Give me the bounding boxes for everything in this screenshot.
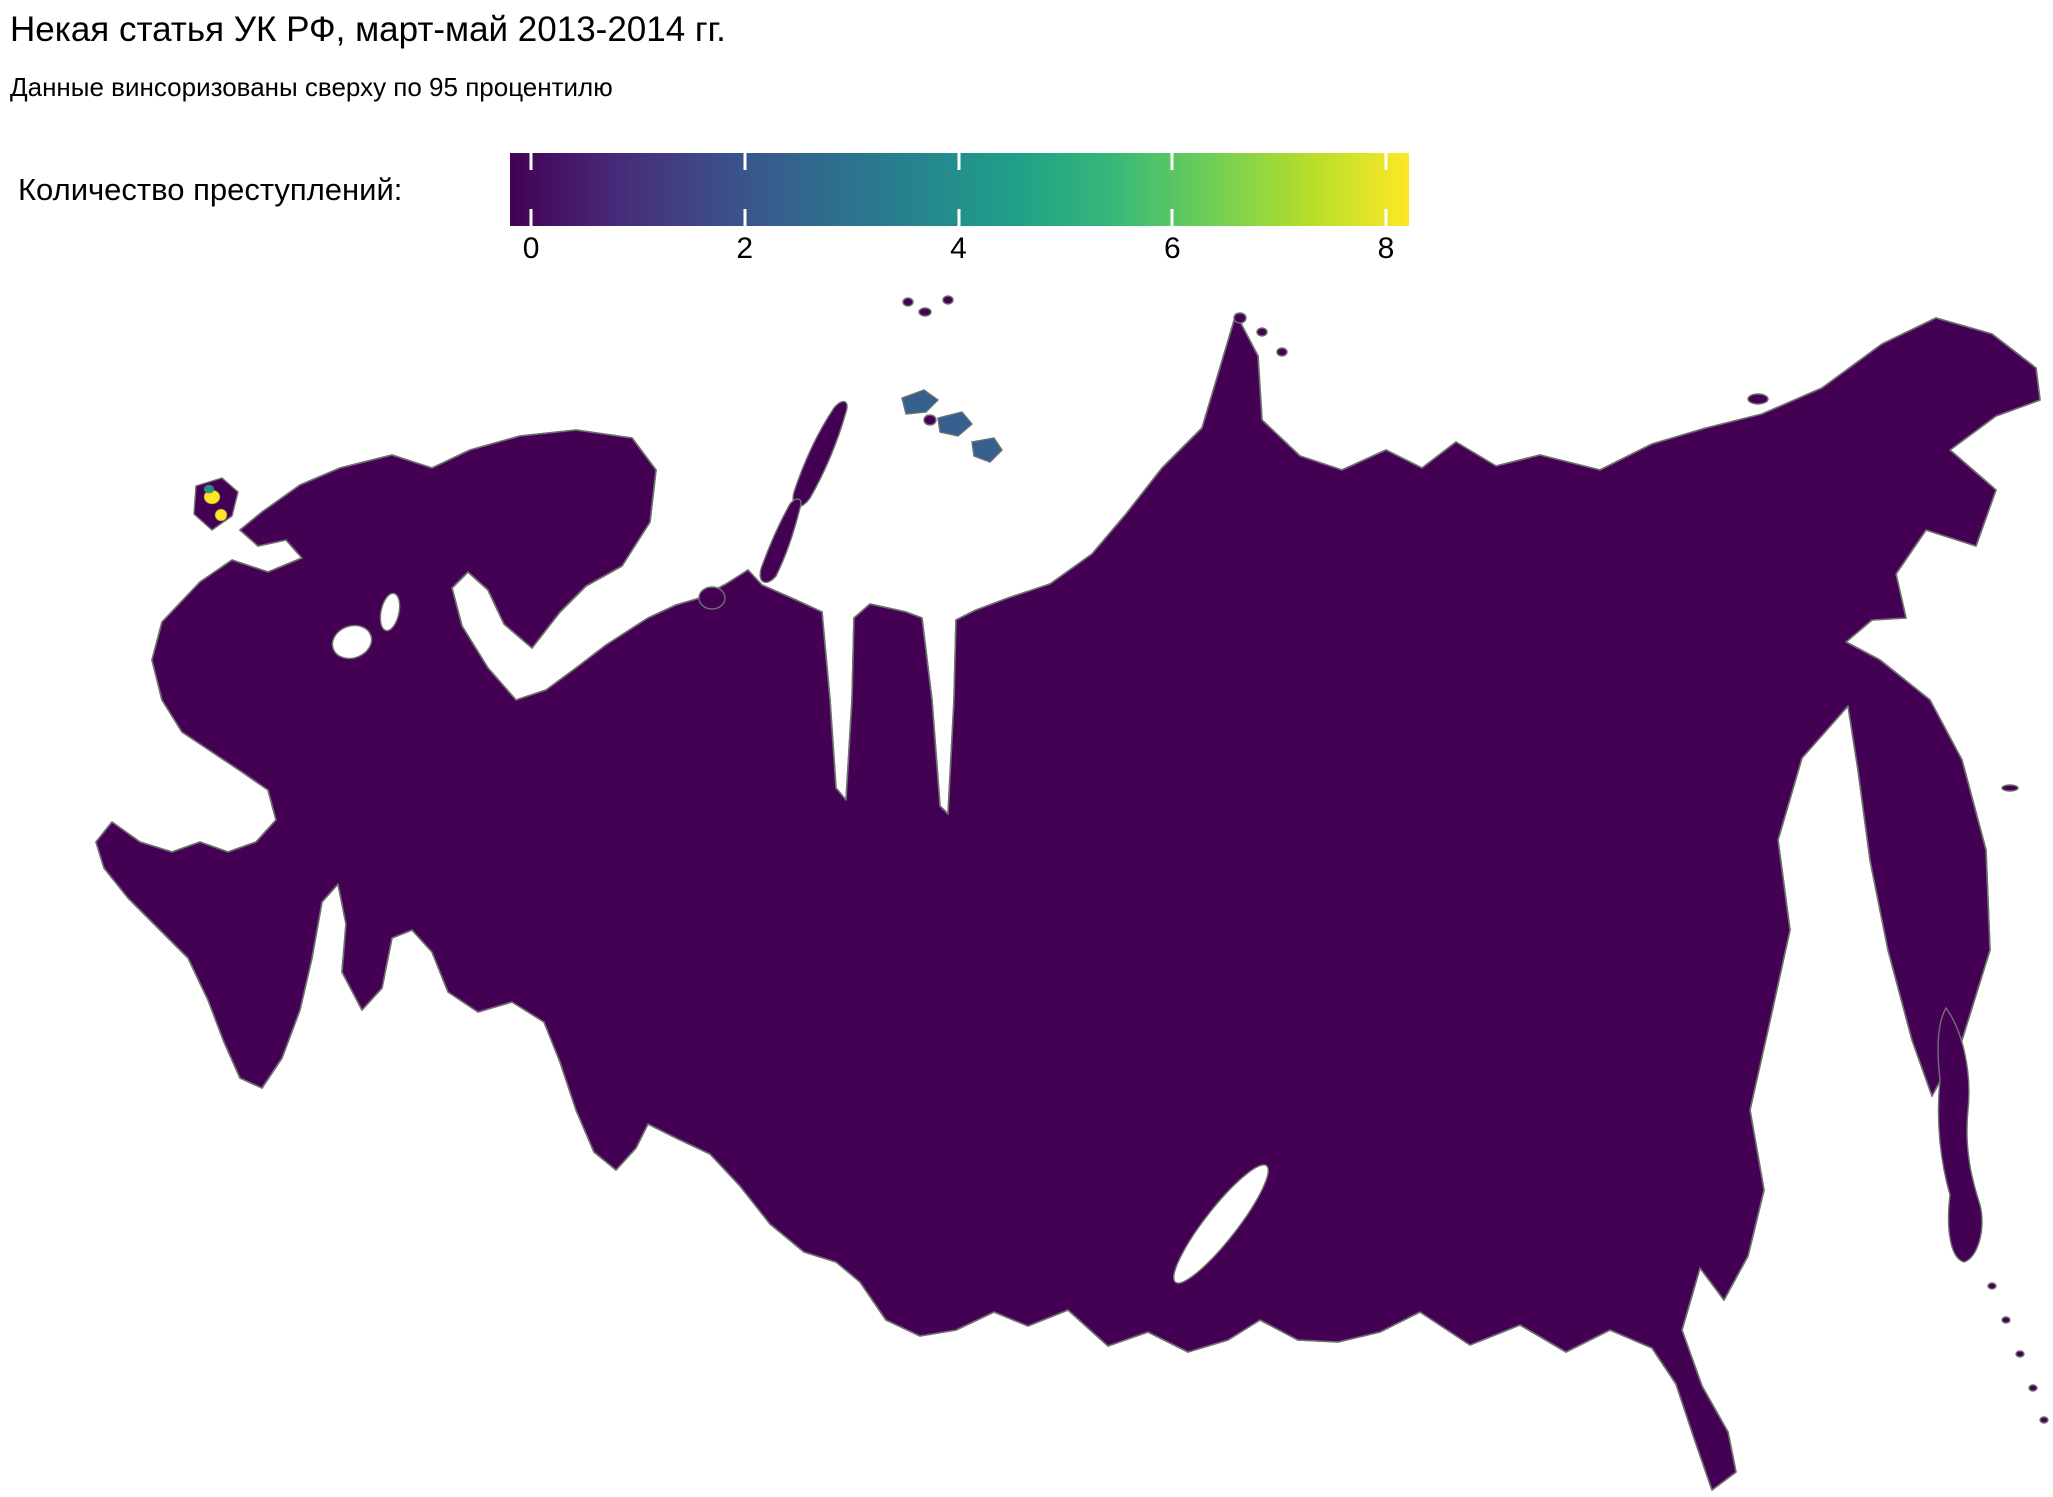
arctic-islands: [902, 295, 1769, 405]
district-region: [623, 1159, 639, 1175]
district-region: [104, 922, 118, 936]
colorbar-tick-label: 0: [522, 232, 540, 265]
legend-colorbar: [510, 153, 1409, 226]
legend-tick-labels: 0 2 4 6 8: [510, 232, 1409, 268]
plot-subtitle: Данные винсоризованы сверху по 95 процен…: [10, 72, 613, 102]
district-region: [1715, 1380, 1731, 1394]
colorbar-tick-mark: [529, 153, 533, 170]
district-region: [115, 957, 127, 969]
district-region: [160, 1057, 172, 1069]
district-region: [203, 484, 215, 494]
colorbar-tick-mark: [957, 209, 960, 226]
colorbar-tick-mark: [1384, 209, 1388, 226]
sakhalin-island: [1937, 1006, 1983, 1263]
kaliningrad-hotspots: [203, 484, 228, 522]
lake-baikal: [1173, 1164, 1269, 1284]
kaliningrad-exclave: [193, 477, 239, 531]
lake-onega: [379, 592, 401, 632]
colorbar-tick-mark: [743, 153, 747, 170]
colorbar-tick-label: 2: [736, 232, 754, 265]
legend: Количество преступлений: 0 2 4 6 8: [0, 153, 2053, 273]
colorbar-tick-mark: [1170, 153, 1174, 170]
novaya-zemlya-south: [759, 498, 802, 584]
colorbar-tick-mark: [529, 209, 533, 226]
legend-title: Количество преступлений:: [18, 171, 403, 207]
colorbar-tick-mark: [1170, 209, 1174, 226]
lakes: [331, 592, 1269, 1284]
kuril-islands: [1987, 784, 2049, 1424]
lake-ladoga: [331, 624, 373, 660]
new-siberian-islands: [901, 389, 1003, 463]
colorbar-tick-mark: [1384, 153, 1388, 170]
colorbar-tick-label: 4: [950, 232, 967, 265]
kolguev-island: [698, 586, 726, 610]
district-region: [214, 508, 228, 522]
colorbar-tick-label: 8: [1377, 232, 1395, 265]
novaya-zemlya-north: [792, 401, 848, 508]
colorbar-tick-mark: [743, 209, 747, 226]
colorbar-tick-mark: [957, 153, 960, 170]
plot-title: Некая статья УК РФ, март-май 2013-2014 г…: [10, 10, 726, 49]
colorbar-tick-label: 6: [1163, 232, 1181, 265]
islands: [193, 295, 2049, 1424]
coastline: [95, 313, 2041, 1491]
district-region: [1696, 1359, 1714, 1375]
district-region: [641, 1134, 655, 1146]
district-region: [1724, 1376, 1742, 1392]
